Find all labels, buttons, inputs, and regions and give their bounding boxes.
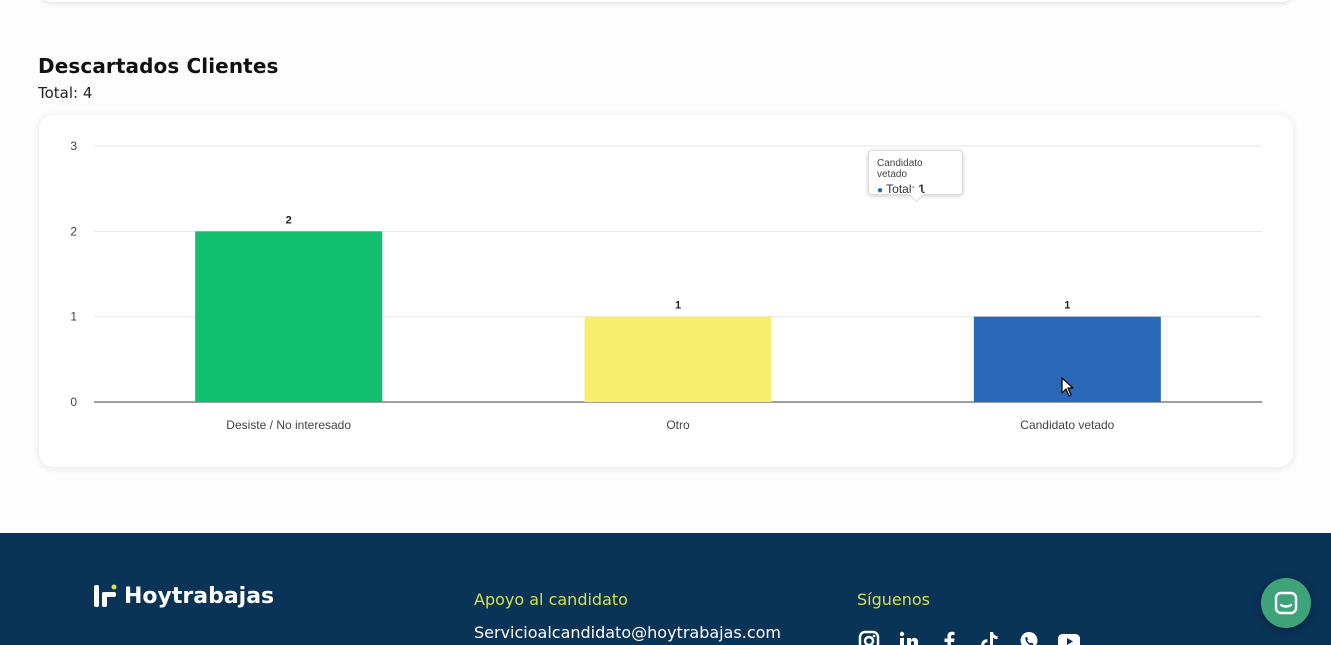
tooltip-title: Candidato vetado	[877, 158, 923, 180]
social-links	[857, 629, 1081, 645]
tooltip-row: ● Total: 1	[877, 182, 954, 196]
hoytrabajas-logo-icon	[94, 584, 117, 607]
chart-card: 0 1 2 3 2 Desiste / No interesado 1 Otro 1 Candid…	[39, 115, 1293, 467]
mouse-cursor-icon	[1061, 377, 1074, 397]
x-tick-label: Otro	[666, 418, 690, 432]
brand-logo[interactable]: Hoytrabajas	[92, 583, 274, 609]
y-tick-label: 2	[70, 224, 77, 238]
youtube-icon[interactable]	[1057, 629, 1081, 645]
tiktok-icon[interactable]	[977, 629, 1001, 645]
support-title: Apoyo al candidato	[474, 590, 628, 609]
bar-value-label: 2	[286, 214, 292, 226]
support-email-link[interactable]: Servicioalcandidato@hoytrabajas.com	[474, 623, 781, 642]
instagram-icon[interactable]	[857, 629, 881, 645]
section-title: Descartados Clientes	[38, 54, 279, 78]
tooltip-series-label: Total:	[886, 182, 915, 196]
facebook-icon[interactable]	[937, 629, 961, 645]
y-tick-label: 0	[70, 395, 77, 409]
whatsapp-icon[interactable]	[1017, 629, 1041, 645]
linkedin-icon[interactable]	[897, 629, 921, 645]
bar	[195, 231, 383, 402]
x-tick-label: Desiste / No interesado	[226, 418, 351, 432]
tooltip-series-dot: ●	[877, 185, 884, 196]
chat-icon	[1274, 591, 1298, 615]
chart-tooltip: Candidato vetado ● Total: 1	[868, 150, 963, 196]
chat-button[interactable]	[1261, 578, 1311, 628]
x-tick-label: Candidato vetado	[1020, 418, 1114, 432]
section-total: Total: 4	[38, 84, 93, 102]
follow-title: Síguenos	[857, 590, 931, 609]
bar	[584, 316, 772, 402]
footer: Hoytrabajas Apoyo al candidato Servicioa…	[0, 533, 1331, 645]
bar-value-label: 1	[675, 300, 681, 312]
tooltip-value: 1	[918, 182, 925, 196]
y-tick-label: 3	[70, 139, 77, 153]
bar-value-label: 1	[1064, 300, 1070, 312]
previous-chart-card	[40, 0, 1293, 2]
y-tick-label: 1	[70, 310, 77, 324]
brand-name: Hoytrabajas	[124, 583, 275, 609]
